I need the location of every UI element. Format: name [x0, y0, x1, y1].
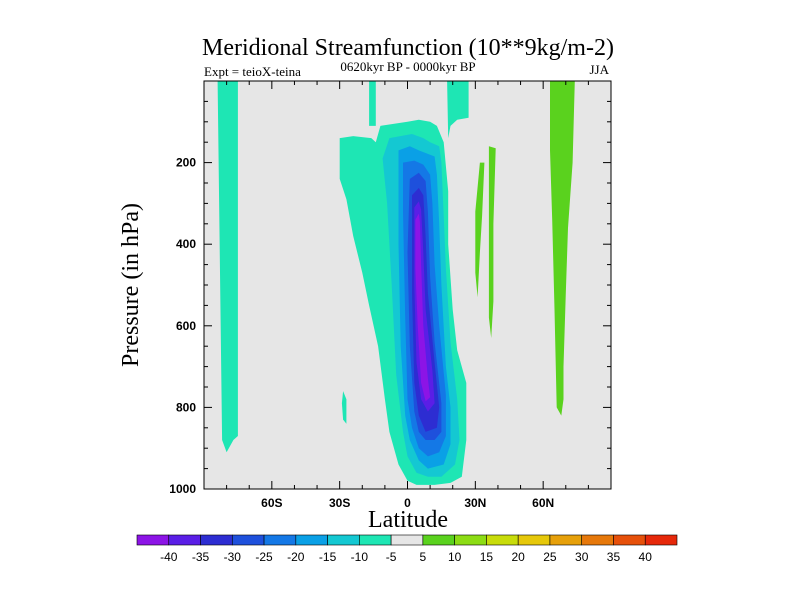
colorbar-box [359, 534, 392, 546]
colorbar-box [454, 534, 487, 546]
colorbar-label: -5 [386, 550, 397, 564]
colorbar-label: 15 [480, 550, 494, 564]
contour-layer [217, 81, 575, 485]
experiment-label: Expt = teioX-teina [204, 64, 301, 79]
colorbar-label: 5 [420, 550, 427, 564]
colorbar-label: 35 [607, 550, 621, 564]
contour-green-38n [488, 146, 496, 338]
chart-title: Meridional Streamfunction (10**9kg/m-2) [202, 35, 614, 61]
colorbar-label: 25 [543, 550, 557, 564]
colorbar-box [136, 534, 170, 546]
plot-area: 60S 30S 0 30N 60N 200 400 600 800 1000 [169, 80, 612, 510]
x-tick-label: 30S [329, 496, 350, 510]
chart-subtitle: 0620kyr BP - 0000kyr BP [340, 59, 475, 74]
x-tick-label: 0 [404, 496, 411, 510]
contour-green-65n [550, 81, 575, 416]
colorbar-label: -15 [319, 550, 337, 564]
colorbar-box [295, 534, 328, 546]
contour-speck-32s [341, 391, 347, 424]
colorbar-box [200, 534, 233, 546]
colorbar-label: -35 [192, 550, 210, 564]
colorbar-box [390, 534, 424, 546]
colorbar-box [168, 534, 201, 546]
colorbar-label: 20 [512, 550, 526, 564]
contour-band-15n-upper [369, 81, 376, 126]
colorbar: -40 -35 -30 -25 -20 -15 -10 -5 5 10 15 20 25 30 35 40 [136, 534, 678, 564]
colorbar-label: 40 [639, 550, 653, 564]
colorbar-label: -25 [255, 550, 273, 564]
y-tick-label: 200 [176, 156, 196, 170]
colorbar-box [644, 534, 678, 546]
colorbar-box [263, 534, 297, 546]
y-axis-title: Pressure (in hPa) [118, 203, 144, 367]
contour-central-m40 [415, 213, 431, 402]
colorbar-label: 30 [575, 550, 589, 564]
colorbar-box [549, 534, 583, 546]
contour-green-30n [475, 162, 485, 298]
contour-band-20n-top [447, 81, 469, 139]
y-tick-label: 1000 [169, 482, 196, 496]
colorbar-box [231, 534, 265, 546]
colorbar-label: -20 [287, 550, 305, 564]
x-tick-label: 30N [464, 496, 486, 510]
x-axis-title: Latitude [368, 507, 448, 533]
colorbar-box [517, 534, 551, 546]
colorbar-label: -40 [160, 550, 178, 564]
season-label: JJA [589, 62, 609, 77]
colorbar-label: -10 [351, 550, 369, 564]
x-axis: 60S 30S 0 30N 60N [226, 81, 589, 510]
colorbar-box [422, 534, 455, 546]
y-tick-label: 800 [176, 400, 196, 414]
colorbar-box [486, 534, 519, 546]
colorbar-box [327, 534, 360, 546]
x-tick-label: 60S [261, 496, 282, 510]
y-tick-label: 600 [176, 319, 196, 333]
y-axis: 200 400 600 800 1000 [169, 100, 611, 496]
y-tick-label: 400 [176, 237, 196, 251]
contour-band-60s [217, 81, 238, 453]
colorbar-label: 10 [448, 550, 462, 564]
colorbar-box [581, 534, 614, 546]
colorbar-label: -30 [224, 550, 242, 564]
x-tick-label: 60N [532, 496, 554, 510]
colorbar-box [613, 534, 646, 546]
